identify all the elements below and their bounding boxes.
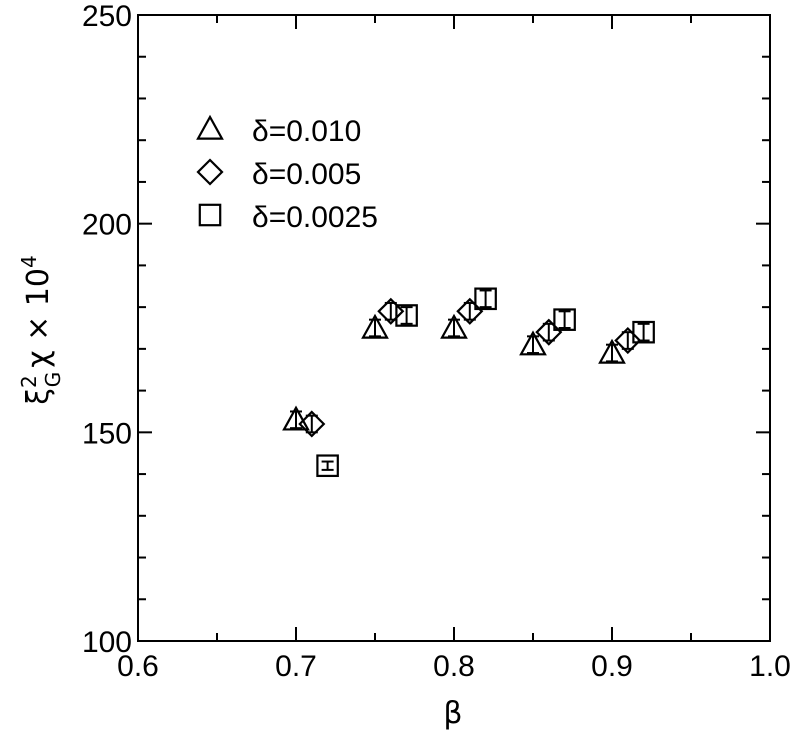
y-tick-label: 100 (82, 626, 132, 659)
legend-label: δ=0.010 (252, 115, 361, 148)
x-tick-label: 0.7 (275, 650, 317, 683)
y-axis-title-rest: χ × 10 (21, 268, 56, 368)
legend-label: δ=0.005 (252, 158, 361, 191)
legend-marker-triangle (196, 114, 224, 140)
data-point-diamond (535, 318, 563, 346)
y-tick-label: 250 (82, 0, 132, 33)
data-point-square (553, 308, 576, 331)
y-tick-label: 150 (82, 417, 132, 450)
data-point-diamond (614, 326, 642, 355)
data-point-diamond (456, 297, 484, 325)
data-point-diamond (377, 297, 405, 325)
y-axis-title: ξ2Gχ × 104 (17, 255, 65, 404)
data-point-square (316, 454, 339, 478)
data-point-square (395, 304, 418, 327)
y-axis-title-sup: 2 (17, 375, 41, 388)
data-point-square (474, 287, 497, 311)
legend-marker-diamond (196, 158, 224, 186)
legend: δ=0.010 δ=0.005 δ=0.0025 (196, 114, 378, 234)
tick-labels: 0.6 0.7 0.8 0.9 1.0 100 150 200 250 (82, 0, 790, 683)
data-point-triangle (282, 405, 310, 431)
data-point-triangle (519, 330, 547, 356)
data-point-square (632, 320, 655, 344)
legend-marker-square (198, 203, 222, 227)
y-axis-title-exponent: 4 (17, 255, 41, 268)
y-tick-label: 200 (82, 209, 132, 242)
x-axis-title: β (443, 696, 462, 731)
y-axis-title-base: ξ (21, 388, 56, 405)
legend-label: δ=0.0025 (252, 201, 378, 234)
data-point-triangle (440, 313, 468, 339)
data-point-diamond (298, 410, 326, 438)
ticks (137, 14, 771, 642)
data-point-triangle (361, 313, 389, 339)
x-tick-label: 1.0 (749, 650, 790, 683)
x-tick-label: 0.6 (117, 650, 159, 683)
data-point-triangle (598, 338, 626, 364)
x-tick-label: 0.9 (591, 650, 633, 683)
data-points (282, 287, 655, 478)
x-tick-label: 0.8 (433, 650, 475, 683)
y-axis-title-sub: G (41, 372, 65, 388)
